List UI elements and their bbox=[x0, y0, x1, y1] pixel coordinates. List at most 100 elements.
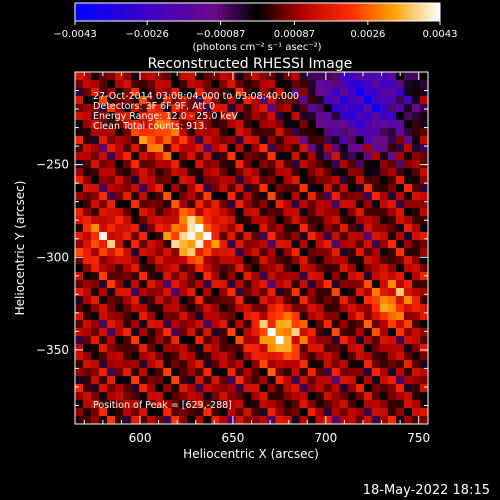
heatmap-cell bbox=[403, 160, 413, 169]
heatmap-cell bbox=[203, 120, 212, 129]
heatmap-cell bbox=[99, 304, 108, 313]
heatmap-cell bbox=[219, 360, 228, 369]
heatmap-cell bbox=[275, 216, 284, 225]
heatmap-cell bbox=[187, 136, 196, 145]
heatmap-cell bbox=[395, 336, 405, 345]
heatmap-cell bbox=[115, 112, 124, 121]
heatmap-cell bbox=[187, 384, 196, 393]
heatmap-cell bbox=[299, 72, 309, 81]
heatmap-cell bbox=[75, 176, 84, 185]
heatmap-cell bbox=[171, 384, 180, 393]
heatmap-cell bbox=[227, 232, 236, 241]
heatmap-cell bbox=[107, 248, 116, 257]
heatmap-cell bbox=[315, 304, 325, 313]
heatmap-cell bbox=[195, 336, 204, 345]
heatmap-cell bbox=[363, 376, 373, 385]
heatmap-cell bbox=[267, 240, 276, 249]
heatmap-cell bbox=[403, 296, 413, 305]
heatmap-cell bbox=[395, 320, 405, 329]
heatmap-cell bbox=[235, 280, 244, 289]
heatmap-cell bbox=[91, 240, 100, 249]
heatmap-cell bbox=[91, 216, 100, 225]
heatmap-cell bbox=[347, 336, 357, 345]
heatmap-cell bbox=[235, 192, 244, 201]
heatmap-cell bbox=[211, 104, 220, 113]
heatmap-cell bbox=[387, 208, 397, 217]
heatmap-cell bbox=[339, 200, 349, 209]
heatmap-cell bbox=[139, 296, 148, 305]
heatmap-cell bbox=[107, 128, 116, 137]
heatmap-cell bbox=[363, 224, 373, 233]
heatmap-cell bbox=[259, 168, 268, 177]
heatmap-cell bbox=[99, 152, 108, 161]
heatmap-cell bbox=[187, 104, 196, 113]
heatmap-cell bbox=[91, 208, 100, 217]
heatmap-cell bbox=[331, 192, 341, 201]
heatmap-cell bbox=[339, 400, 349, 409]
heatmap-cell bbox=[211, 280, 220, 289]
y-tick-label: −300 bbox=[36, 250, 69, 264]
heatmap-cell bbox=[99, 368, 108, 377]
heatmap-cell bbox=[251, 232, 260, 241]
heatmap-cell bbox=[395, 360, 405, 369]
heatmap-cell bbox=[139, 384, 148, 393]
heatmap-cell bbox=[179, 144, 188, 153]
heatmap-cell bbox=[379, 288, 389, 297]
heatmap-cell bbox=[411, 328, 421, 337]
heatmap-cell bbox=[99, 320, 108, 329]
heatmap-cell bbox=[331, 256, 341, 265]
heatmap-cell bbox=[259, 304, 268, 313]
heatmap-cell bbox=[235, 328, 244, 337]
heatmap-cell bbox=[283, 112, 293, 121]
heatmap-cell bbox=[83, 88, 92, 97]
heatmap-cell bbox=[227, 184, 236, 193]
heatmap-cell bbox=[251, 80, 260, 89]
heatmap-cell bbox=[395, 232, 405, 241]
heatmap-cell bbox=[115, 192, 124, 201]
heatmap-cell bbox=[331, 336, 341, 345]
heatmap-cell bbox=[235, 352, 244, 361]
heatmap-cell bbox=[291, 96, 301, 105]
heatmap-cell bbox=[163, 96, 172, 105]
heatmap-cell bbox=[171, 304, 180, 313]
heatmap-cell bbox=[107, 288, 116, 297]
heatmap-cell bbox=[371, 384, 381, 393]
heatmap-cell bbox=[315, 88, 325, 97]
heatmap-cell bbox=[331, 360, 341, 369]
heatmap-cell bbox=[299, 384, 309, 393]
heatmap-cell bbox=[307, 192, 317, 201]
heatmap-cell bbox=[155, 384, 164, 393]
heatmap-cell bbox=[171, 192, 180, 201]
heatmap-cell bbox=[107, 216, 116, 225]
heatmap-cell bbox=[347, 296, 357, 305]
heatmap-cell bbox=[259, 312, 268, 321]
heatmap-cell bbox=[323, 88, 333, 97]
heatmap-cell bbox=[155, 376, 164, 385]
heatmap-cell bbox=[251, 360, 260, 369]
heatmap-cell bbox=[315, 360, 325, 369]
heatmap-cell bbox=[195, 152, 204, 161]
heatmap-cell bbox=[179, 416, 188, 425]
heatmap-cell bbox=[107, 304, 116, 313]
heatmap-cell bbox=[331, 240, 341, 249]
heatmap-cell bbox=[331, 232, 341, 241]
heatmap-cell bbox=[115, 80, 124, 89]
heatmap-cell bbox=[315, 176, 325, 185]
heatmap-cell bbox=[155, 168, 164, 177]
heatmap-cell bbox=[419, 280, 429, 289]
heatmap-cell bbox=[235, 272, 244, 281]
heatmap-cell bbox=[139, 240, 148, 249]
heatmap-cell bbox=[387, 176, 397, 185]
heatmap-cell bbox=[355, 192, 365, 201]
heatmap-cell bbox=[403, 320, 413, 329]
heatmap-cell bbox=[123, 288, 132, 297]
heatmap-cell bbox=[123, 200, 132, 209]
heatmap-cell bbox=[251, 224, 260, 233]
heatmap-cell bbox=[267, 256, 276, 265]
heatmap-cell bbox=[355, 216, 365, 225]
heatmap-cell bbox=[83, 136, 92, 145]
heatmap-cell bbox=[323, 184, 333, 193]
heatmap-cell bbox=[171, 120, 180, 129]
heatmap-cell bbox=[123, 104, 132, 113]
heatmap-cell bbox=[147, 416, 156, 425]
